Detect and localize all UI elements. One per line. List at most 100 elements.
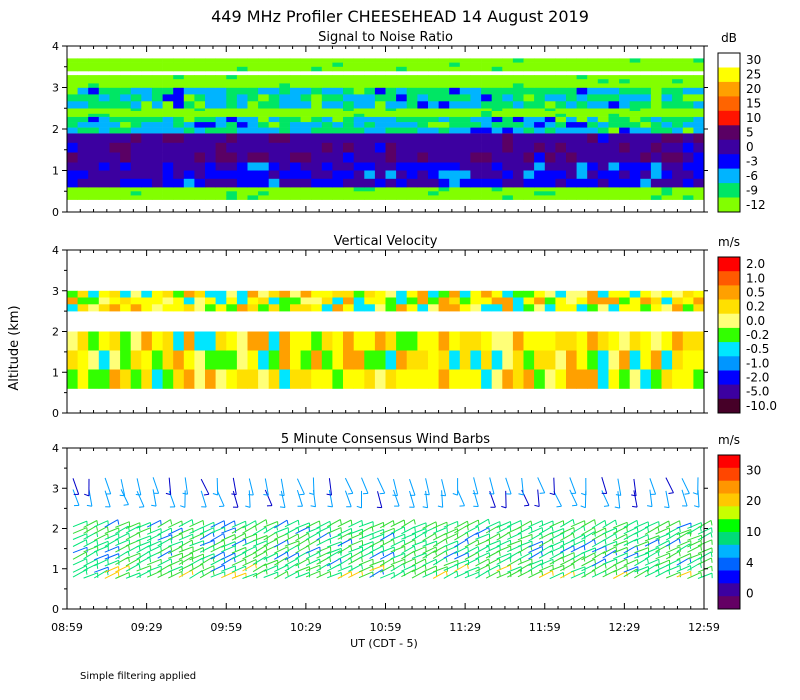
heatmap-cell	[417, 152, 429, 163]
heatmap-cell	[374, 94, 386, 102]
heatmap-cell	[672, 111, 684, 115]
wind-barb-flag	[583, 552, 586, 558]
wind-barb-flag	[212, 493, 218, 496]
heatmap-cell	[279, 331, 291, 351]
heatmap-cell	[555, 108, 567, 112]
heatmap-cell	[268, 297, 280, 305]
wind-barb	[231, 532, 246, 541]
heatmap-cell	[300, 350, 312, 370]
heatmap-cell	[236, 290, 248, 298]
wind-barb-flag	[356, 505, 362, 509]
heatmap-cell	[672, 191, 684, 196]
heatmap-cell	[162, 152, 174, 163]
heatmap-cell	[268, 83, 280, 88]
heatmap-cell	[396, 66, 408, 72]
wind-barb-flag	[710, 532, 713, 538]
heatmap-cell	[428, 142, 439, 153]
heatmap-cell	[98, 369, 110, 389]
heatmap-cell	[470, 116, 482, 123]
wind-barb-flag	[594, 570, 596, 576]
wind-barb	[401, 539, 416, 547]
heatmap-cell	[194, 87, 206, 95]
heatmap-cell	[417, 94, 429, 102]
heatmap-cell	[247, 290, 259, 298]
heatmap-cell	[428, 152, 439, 163]
heatmap-cell	[268, 170, 280, 180]
wind-barb	[422, 521, 437, 529]
heatmap-cell	[173, 58, 185, 63]
heatmap-cell	[183, 297, 195, 305]
heatmap-cell	[374, 331, 386, 351]
heatmap-cell	[629, 101, 641, 109]
heatmap-cell	[576, 178, 588, 188]
heatmap-cell	[247, 304, 259, 312]
heatmap-cell	[374, 170, 386, 180]
wind-barb-flag	[160, 520, 162, 526]
heatmap-cell	[215, 142, 227, 153]
heatmap-cell	[417, 290, 429, 298]
wind-barb	[390, 570, 405, 580]
heatmap-cell	[364, 133, 376, 144]
heatmap-cell	[661, 122, 673, 128]
heatmap-cell	[512, 75, 524, 80]
plot-frame	[66, 447, 705, 610]
heatmap-cell	[130, 369, 142, 389]
heatmap-cell	[587, 170, 599, 180]
heatmap-cell	[88, 369, 100, 389]
heatmap-cell	[470, 195, 482, 200]
heatmap-cell	[173, 83, 185, 88]
heatmap-cell	[215, 133, 227, 144]
wind-barb	[390, 539, 405, 548]
wind-barb	[681, 489, 688, 507]
heatmap-cell	[512, 94, 524, 102]
heatmap-cell	[205, 87, 216, 95]
heatmap-cell	[481, 331, 493, 351]
heatmap-cell	[268, 369, 280, 389]
heatmap-cell	[236, 79, 248, 84]
heatmap-cell	[608, 350, 620, 370]
colorbar-unit: m/s	[718, 235, 740, 249]
heatmap-cell	[215, 350, 227, 370]
heatmap-cell	[374, 152, 386, 163]
heatmap-cell	[173, 101, 185, 109]
heatmap-cell	[534, 304, 546, 312]
heatmap-cell	[109, 62, 121, 68]
heatmap-cell	[258, 290, 270, 298]
heatmap-cell	[396, 58, 408, 63]
heatmap-cell	[151, 187, 163, 192]
heatmap-cell	[555, 331, 567, 351]
wind-barb-flag	[308, 558, 310, 564]
heatmap-cell	[512, 369, 524, 389]
wind-barb	[242, 559, 257, 567]
heatmap-cell	[321, 122, 333, 128]
heatmap-cell	[438, 108, 450, 112]
heatmap-cell	[130, 83, 142, 88]
heatmap-cell	[205, 187, 216, 192]
heatmap-cell	[555, 62, 567, 68]
heatmap-cell	[502, 133, 514, 144]
wind-barb	[136, 478, 142, 496]
wind-barb-flag	[594, 519, 596, 525]
heatmap-cell	[438, 111, 450, 115]
wind-barb-flag	[107, 526, 109, 532]
heatmap-cell	[576, 152, 588, 163]
heatmap-cell	[682, 94, 694, 102]
wind-barb-flag	[422, 506, 428, 509]
heatmap-cell	[608, 94, 620, 102]
wind-barb	[316, 551, 331, 559]
heatmap-cell	[512, 116, 524, 123]
wind-barb	[157, 545, 172, 554]
wind-barb	[296, 489, 303, 507]
heatmap-cell	[502, 62, 514, 68]
heatmap-cell	[438, 133, 450, 144]
heatmap-cell	[205, 304, 216, 312]
heatmap-cell	[279, 152, 291, 163]
heatmap-cell	[290, 297, 301, 305]
wind-barb	[83, 545, 98, 553]
heatmap-cell	[449, 87, 461, 95]
wind-barb-flag	[604, 520, 607, 526]
heatmap-cell	[523, 79, 535, 84]
heatmap-cell	[672, 62, 684, 68]
heatmap-cell	[67, 87, 78, 95]
heatmap-cell	[406, 331, 418, 351]
